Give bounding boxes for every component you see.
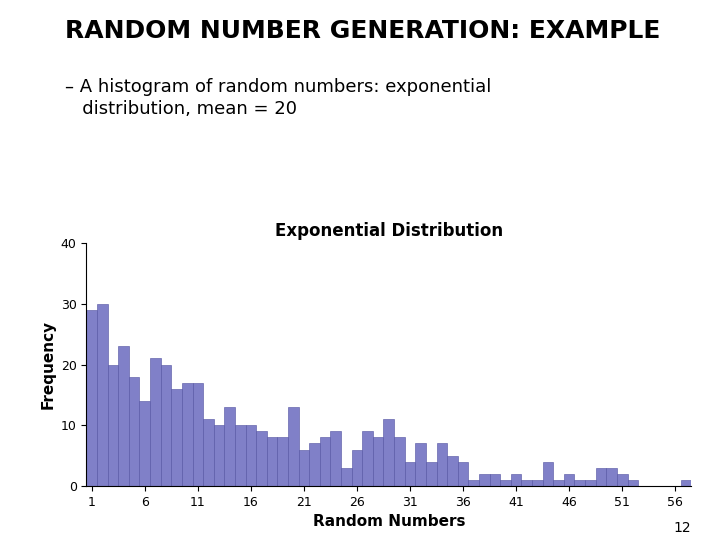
Bar (225, 407, 235, 486)
Title: Exponential Distribution: Exponential Distribution (275, 222, 503, 240)
Bar (341, 468, 351, 486)
Bar (458, 462, 469, 486)
X-axis label: Random Numbers: Random Numbers (312, 514, 465, 529)
Bar (426, 462, 436, 486)
Text: 12: 12 (674, 521, 691, 535)
Bar (490, 474, 500, 486)
Bar (299, 449, 309, 486)
Bar (267, 437, 277, 486)
Bar (182, 383, 192, 486)
Bar (564, 474, 575, 486)
Bar (500, 480, 510, 486)
Bar (351, 449, 362, 486)
Bar (140, 401, 150, 486)
Bar (235, 426, 246, 486)
Text: RANDOM NUMBER GENERATION: EXAMPLE: RANDOM NUMBER GENERATION: EXAMPLE (65, 19, 660, 43)
Bar (107, 364, 118, 486)
Bar (617, 474, 628, 486)
Bar (203, 419, 214, 486)
Bar (628, 480, 638, 486)
Y-axis label: Frequency: Frequency (40, 320, 55, 409)
Text: distribution, mean = 20: distribution, mean = 20 (65, 100, 297, 118)
Bar (479, 474, 490, 486)
Bar (595, 468, 606, 486)
Bar (246, 426, 256, 486)
Bar (543, 462, 553, 486)
Bar (510, 474, 521, 486)
Bar (118, 346, 129, 486)
Bar (447, 456, 458, 486)
Bar (521, 480, 532, 486)
Bar (394, 437, 405, 486)
Text: – A histogram of random numbers: exponential: – A histogram of random numbers: exponen… (65, 78, 491, 96)
Bar (86, 310, 97, 486)
Bar (330, 431, 341, 486)
Bar (161, 364, 171, 486)
Bar (680, 480, 691, 486)
Bar (585, 480, 595, 486)
Bar (384, 419, 394, 486)
Bar (171, 389, 182, 486)
Bar (436, 443, 447, 486)
Bar (150, 359, 161, 486)
Bar (277, 437, 288, 486)
Bar (288, 407, 299, 486)
Bar (97, 303, 107, 486)
Bar (553, 480, 564, 486)
Bar (575, 480, 585, 486)
Bar (362, 431, 373, 486)
Bar (320, 437, 330, 486)
Bar (256, 431, 267, 486)
Bar (532, 480, 543, 486)
Bar (415, 443, 426, 486)
Bar (469, 480, 479, 486)
Bar (214, 426, 225, 486)
Bar (309, 443, 320, 486)
Bar (373, 437, 384, 486)
Bar (405, 462, 415, 486)
Bar (606, 468, 617, 486)
Bar (129, 377, 140, 486)
Bar (192, 383, 203, 486)
